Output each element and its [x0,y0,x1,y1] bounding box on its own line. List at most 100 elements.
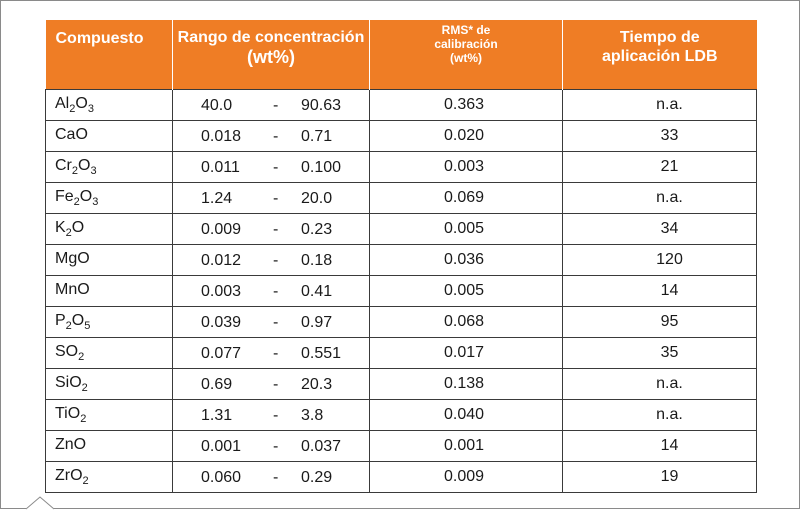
frame-notch-icon [26,496,55,510]
compound-cell: ZnO [45,430,173,462]
table-body: Al2O3 40.0-90.63 0.363 n.a. CaO 0.018-0.71 0.0… [45,89,757,493]
range-min: 0.009 [201,221,242,238]
range-separator: - [273,438,279,455]
compound-text: MgO [55,250,90,267]
compound-subscript: 3 [87,103,94,115]
range-cell: 0.011 - 0.100 [172,151,370,183]
range-separator: - [273,469,279,486]
compound-subscript: 2 [65,227,72,239]
compound-text: K [55,219,66,236]
header-rango: Rango de concentración (wt%) [172,20,370,90]
range-min: 0.69 [201,376,233,393]
table-row: Al2O3 40.0 - 90.63 0.363 n.a. [45,89,757,121]
range-cell: 1.31 - 3.8 [172,399,370,431]
header-rms-line2: calibración [434,37,498,51]
compound-subscript: 2 [69,103,76,115]
header-rms-line3: (wt%) [450,51,482,65]
compound-text: O [71,219,85,236]
rms-cell: 0.017 [369,337,563,369]
table-row: K2O 0.009 - 0.23 0.005 34 [45,213,757,245]
range-separator: - [273,252,279,269]
range-max: 0.551 [301,345,342,362]
header-compuesto: Compuesto [45,20,173,90]
range-cell: 40.0 - 90.63 [172,89,370,121]
tiempo-cell: 19 [562,461,757,493]
table-row: MnO 0.003 - 0.41 0.005 14 [45,275,757,307]
range-cell: 0.077 - 0.551 [172,337,370,369]
table-row: Fe2O3 1.24 - 20.0 0.069 n.a. [45,182,757,214]
table-row: SO2 0.077 - 0.551 0.017 35 [45,337,757,369]
range-min: 40.0 [201,97,233,114]
range-separator: - [273,407,279,424]
table-row: ZnO 0.001 - 0.037 0.001 14 [45,430,757,462]
compound-cell: Al2O3 [45,89,173,121]
rms-cell: 0.009 [369,461,563,493]
tiempo-cell: 35 [562,337,757,369]
rms-cell: 0.020 [369,120,563,152]
header-rango-unit: (wt%) [247,47,295,67]
tiempo-cell: n.a. [562,182,757,214]
compound-cell: CaO [45,120,173,152]
table-row: P2O5 0.039 - 0.97 0.068 95 [45,306,757,338]
range-separator: - [273,97,279,114]
range-cell: 0.039 - 0.97 [172,306,370,338]
compound-cell: TiO2 [45,399,173,431]
compound-text: Fe [55,188,74,205]
range-min: 0.001 [201,438,242,455]
compound-text: O [79,188,93,205]
compound-cell: MnO [45,275,173,307]
compound-text: TiO [55,405,81,422]
range-max: 20.3 [301,376,333,393]
frame-bottom-edge-right [54,508,800,509]
rms-cell: 0.363 [369,89,563,121]
range-max: 0.71 [301,128,333,145]
range-cell: 0.003 - 0.41 [172,275,370,307]
header-tiempo-line1: Tiempo de [619,29,700,46]
compound-text: SO [55,343,79,360]
range-min: 0.012 [201,252,242,269]
range-min: 0.003 [201,283,242,300]
table-header: Compuesto Rango de concentración (wt%) R… [45,20,757,90]
compound-subscript: 2 [80,413,87,425]
rms-cell: 0.005 [369,213,563,245]
range-max: 0.41 [301,283,333,300]
table-row: ZrO2 0.060 - 0.29 0.009 19 [45,461,757,493]
compound-cell: SiO2 [45,368,173,400]
compound-subscript: 2 [78,351,85,363]
rms-cell: 0.069 [369,182,563,214]
tiempo-cell: 95 [562,306,757,338]
compound-subscript: 2 [65,320,72,332]
compound-text: Cr [55,157,72,174]
tiempo-cell: n.a. [562,399,757,431]
range-separator: - [273,283,279,300]
range-separator: - [273,314,279,331]
compound-subscript: 2 [82,475,89,487]
rms-cell: 0.040 [369,399,563,431]
compound-text: O [75,95,88,112]
range-min: 0.018 [201,128,242,145]
range-cell: 0.001 - 0.037 [172,430,370,462]
rms-cell: 0.138 [369,368,563,400]
compound-cell: Fe2O3 [45,182,173,214]
range-separator: - [273,345,279,362]
range-min: 1.24 [201,190,233,207]
compound-subscript: 5 [84,320,91,332]
tiempo-cell: n.a. [562,368,757,400]
compound-cell: SO2 [45,337,173,369]
rms-cell: 0.003 [369,151,563,183]
header-tiempo: Tiempo de aplicación LDB [562,20,757,90]
rms-cell: 0.036 [369,244,563,276]
range-max: 0.037 [301,438,342,455]
range-max: 0.18 [301,252,333,269]
frame-bottom-edge-left [0,508,26,509]
range-max: 0.29 [301,469,333,486]
compound-text: SiO [55,374,82,391]
header-tiempo-line2: aplicación LDB [601,48,718,65]
range-max: 0.100 [301,159,342,176]
table-row: Cr2O3 0.011 - 0.100 0.003 21 [45,151,757,183]
table-row: CaO 0.018 - 0.71 0.020 33 [45,120,757,152]
tiempo-cell: 14 [562,430,757,462]
tiempo-cell: 120 [562,244,757,276]
range-separator: - [273,221,279,238]
compound-subscript: 2 [71,165,79,177]
